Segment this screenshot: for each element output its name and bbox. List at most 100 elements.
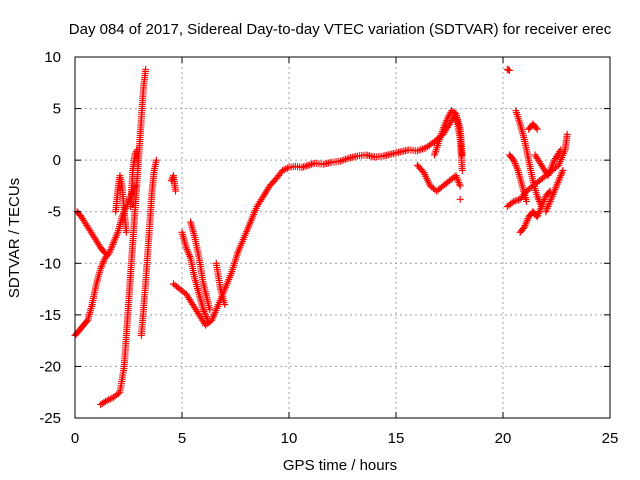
data-point <box>203 314 211 322</box>
data-point <box>100 256 108 264</box>
series-2 <box>169 107 466 329</box>
data-point <box>557 146 565 154</box>
data-point <box>441 120 449 128</box>
y-tick-label: 5 <box>53 101 61 118</box>
data-point <box>532 124 540 132</box>
data-point <box>204 316 212 324</box>
data-point <box>548 192 556 200</box>
data-point <box>544 203 552 211</box>
data-point <box>99 259 107 267</box>
x-axis-label: GPS time / hours <box>283 457 397 474</box>
data-point <box>556 173 564 181</box>
x-tick-label: 20 <box>495 430 512 447</box>
series-1 <box>71 65 180 409</box>
data-point <box>551 185 559 193</box>
data-point <box>443 117 451 125</box>
data-point <box>133 146 141 154</box>
data-point <box>545 201 553 209</box>
data-point <box>541 194 549 202</box>
data-point <box>536 206 544 214</box>
y-tick-labels: 10 5 0 -5 -10 -15 -20 -25 <box>39 49 61 427</box>
data-point <box>186 252 194 260</box>
data-point <box>458 151 466 159</box>
data-point <box>202 311 210 319</box>
data-point <box>97 264 105 272</box>
data-point <box>510 156 518 164</box>
x-tick-label: 25 <box>602 430 619 447</box>
data-point <box>548 194 556 202</box>
data-point <box>557 170 565 178</box>
data-point <box>152 156 160 164</box>
x-tick-label: 5 <box>178 430 186 447</box>
data-point <box>340 156 348 164</box>
data-point <box>454 177 462 185</box>
data-point <box>279 166 287 174</box>
data-point <box>202 313 210 321</box>
x-tick-labels: 0 5 10 15 20 25 <box>71 430 619 447</box>
data-point <box>221 301 229 309</box>
data-point <box>443 115 451 123</box>
data-point <box>184 249 192 257</box>
data-point <box>142 65 150 73</box>
data-point <box>106 395 114 403</box>
data-point <box>555 175 563 183</box>
data-point <box>199 306 207 314</box>
data-point <box>419 145 427 153</box>
data-point <box>413 147 421 155</box>
series-3 <box>503 65 571 236</box>
data-point <box>558 168 566 176</box>
data-point <box>111 235 119 243</box>
data-point <box>543 206 551 214</box>
data-point <box>535 209 543 217</box>
data-point <box>420 144 428 152</box>
data-point <box>540 197 548 205</box>
data-point <box>441 122 449 130</box>
data-point <box>280 166 288 174</box>
data-point <box>512 161 520 169</box>
grid <box>75 57 610 418</box>
y-tick-label: 10 <box>44 49 61 66</box>
data-points <box>71 65 571 409</box>
data-point <box>206 306 214 314</box>
data-point <box>510 158 518 166</box>
data-point <box>336 157 344 165</box>
data-point <box>538 201 546 209</box>
data-point <box>542 208 550 216</box>
data-point <box>547 196 555 204</box>
data-point <box>415 146 423 154</box>
data-point <box>543 204 551 212</box>
data-point <box>122 228 130 236</box>
data-point <box>552 184 560 192</box>
data-point <box>200 307 208 315</box>
x-tick-label: 10 <box>281 430 298 447</box>
data-point <box>107 246 115 254</box>
data-point <box>546 197 554 205</box>
data-point <box>97 263 105 271</box>
data-point <box>553 182 560 190</box>
data-point <box>110 239 118 247</box>
chart-title: Day 084 of 2017, Sidereal Day-to-day VTE… <box>69 21 612 38</box>
data-point <box>101 249 109 257</box>
data-point <box>184 247 192 255</box>
data-point <box>106 247 114 255</box>
data-point <box>452 172 460 180</box>
data-point <box>549 191 557 199</box>
x-tick-label: 0 <box>71 430 79 447</box>
data-point <box>110 237 118 245</box>
y-tick-label: -5 <box>48 204 61 221</box>
data-point <box>505 66 513 74</box>
data-point <box>521 221 529 229</box>
data-point <box>557 172 565 180</box>
data-point <box>523 216 531 224</box>
data-point <box>442 118 450 126</box>
data-point <box>513 163 521 171</box>
data-point <box>201 309 209 317</box>
data-point <box>439 125 447 133</box>
data-point <box>109 240 117 248</box>
data-point <box>112 234 120 241</box>
data-point <box>540 196 548 204</box>
data-point <box>444 113 452 121</box>
data-point <box>343 155 351 163</box>
plot-frame <box>74 56 611 419</box>
